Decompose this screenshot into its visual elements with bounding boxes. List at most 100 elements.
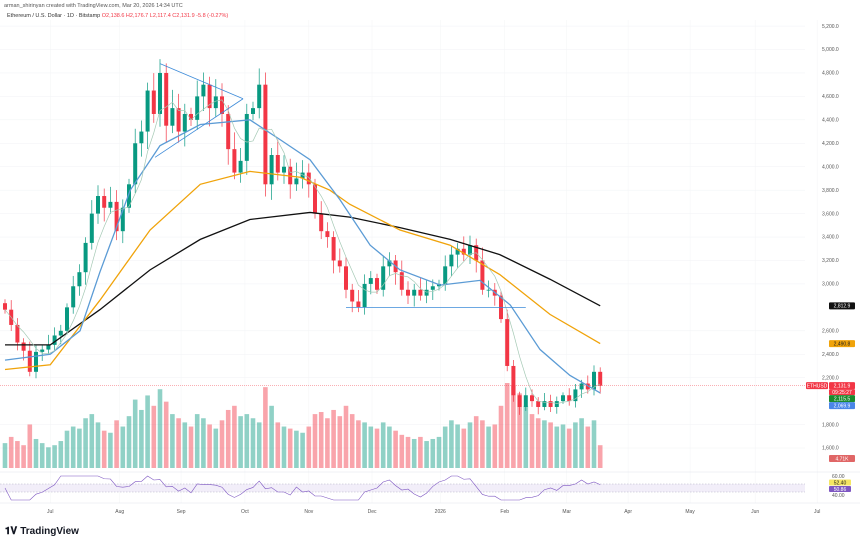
candle-body	[46, 344, 51, 350]
candle-body	[381, 266, 386, 290]
volume-bar	[46, 447, 51, 468]
volume-bar	[225, 409, 231, 468]
volume-bar	[449, 420, 454, 468]
candle-body	[201, 84, 206, 97]
volume-bar	[473, 416, 479, 468]
candle-body	[399, 272, 404, 290]
candle-body	[511, 365, 516, 396]
volume-bar	[213, 428, 219, 468]
chart-credit: arman_shirinyan created with TradingView…	[4, 3, 183, 9]
candle-body	[579, 383, 584, 390]
volume-bar	[399, 434, 405, 468]
candle-body	[251, 108, 255, 114]
candle-body	[207, 84, 212, 109]
candle-body	[145, 90, 150, 132]
volume-bar	[349, 414, 355, 468]
volume-bar	[182, 422, 188, 468]
volume-bar	[492, 424, 498, 468]
ma100-label: 2,490.8	[834, 341, 851, 347]
volume-bar	[77, 428, 82, 468]
candle-body	[480, 260, 485, 290]
x-tick-label: Sep	[177, 509, 186, 515]
y-tick-label: 4,800.0	[822, 71, 839, 77]
volume-bar	[287, 428, 293, 468]
volume-bar	[442, 426, 448, 468]
symbol-legend: Ethereum / U.S. Dollar · 1D · Bitstamp O…	[7, 13, 228, 19]
ma200-label-bg	[829, 302, 855, 310]
volume-bar	[132, 399, 138, 468]
candle-body	[306, 172, 311, 185]
candle-body	[158, 72, 162, 114]
volume-bar	[300, 432, 305, 468]
volume-bar	[27, 424, 33, 468]
x-tick-label: Nov	[304, 509, 313, 515]
volume-label: 4.71K	[835, 456, 849, 462]
countdown-label: 09:25:27	[832, 390, 852, 396]
candle-body	[3, 303, 7, 310]
candle-body	[449, 254, 454, 267]
symbol-title[interactable]: Ethereum / U.S. Dollar · 1D · Bitstamp	[7, 13, 101, 19]
rsi-ma-label: 50.86	[834, 487, 847, 493]
volume-bar	[170, 414, 175, 468]
y-tick-label: 4,400.0	[822, 118, 839, 124]
ma20-label: 2,115.5	[834, 396, 851, 402]
volume-bar	[250, 418, 256, 468]
last-price-label: 2,131.9	[834, 383, 851, 389]
candle-body	[244, 113, 249, 161]
candle-body	[536, 401, 541, 407]
logo-text: TradingView	[20, 526, 79, 537]
volume-bar	[139, 409, 144, 468]
volume-bar	[145, 395, 150, 468]
volume-bar	[467, 422, 473, 468]
volume-bar	[2, 443, 8, 468]
volume-label-bg	[829, 455, 855, 462]
candle-body	[523, 395, 528, 407]
volume-bar	[523, 405, 529, 468]
candle-body	[189, 113, 193, 120]
candle-body	[52, 335, 57, 345]
candle-body	[108, 201, 113, 208]
volume-bar	[405, 436, 411, 468]
symbol-tag: ETHUSD	[807, 383, 828, 389]
volume-bar	[337, 416, 343, 468]
candle-body	[164, 72, 169, 126]
candle-body	[362, 283, 367, 308]
candle-body	[325, 231, 330, 238]
candle-body	[561, 395, 565, 402]
volume-bar	[504, 383, 510, 468]
rsi-line	[4, 475, 601, 501]
candle-body	[226, 113, 231, 150]
candle-body	[27, 350, 32, 372]
ma-line-ma100	[4, 170, 601, 371]
tradingview-logo-icon: 𝟏𝐕	[5, 526, 18, 537]
candle-body	[127, 184, 131, 208]
volume-bar	[52, 445, 57, 468]
volume-bar	[151, 405, 157, 468]
x-tick-label: Dec	[368, 509, 377, 515]
y-tick-label: 5,200.0	[822, 24, 839, 30]
symbol-tag-bg	[806, 382, 828, 390]
volume-bar	[535, 418, 541, 468]
candle-body	[412, 289, 417, 296]
volume-bar	[554, 426, 560, 468]
volume-bar	[418, 436, 423, 468]
volume-bar	[64, 430, 70, 468]
ma50-label-bg	[829, 402, 855, 410]
volume-bar	[430, 438, 436, 468]
volume-bar	[244, 414, 250, 468]
candle-body	[232, 149, 237, 173]
y-tick-label: 3,800.0	[822, 188, 839, 194]
y-tick-label: 1,800.0	[822, 422, 839, 428]
candle-body	[505, 319, 510, 366]
candle-body	[269, 155, 274, 185]
candle-body	[213, 96, 218, 109]
y-tick-label: 3,200.0	[822, 258, 839, 264]
y-tick-label: 3,600.0	[822, 211, 839, 217]
volume-bar	[275, 422, 281, 468]
candle-body	[114, 201, 119, 232]
volume-bar	[560, 424, 566, 468]
volume-bar	[21, 445, 26, 468]
candle-body	[170, 108, 175, 126]
tradingview-logo[interactable]: 𝟏𝐕 TradingView	[5, 526, 79, 537]
